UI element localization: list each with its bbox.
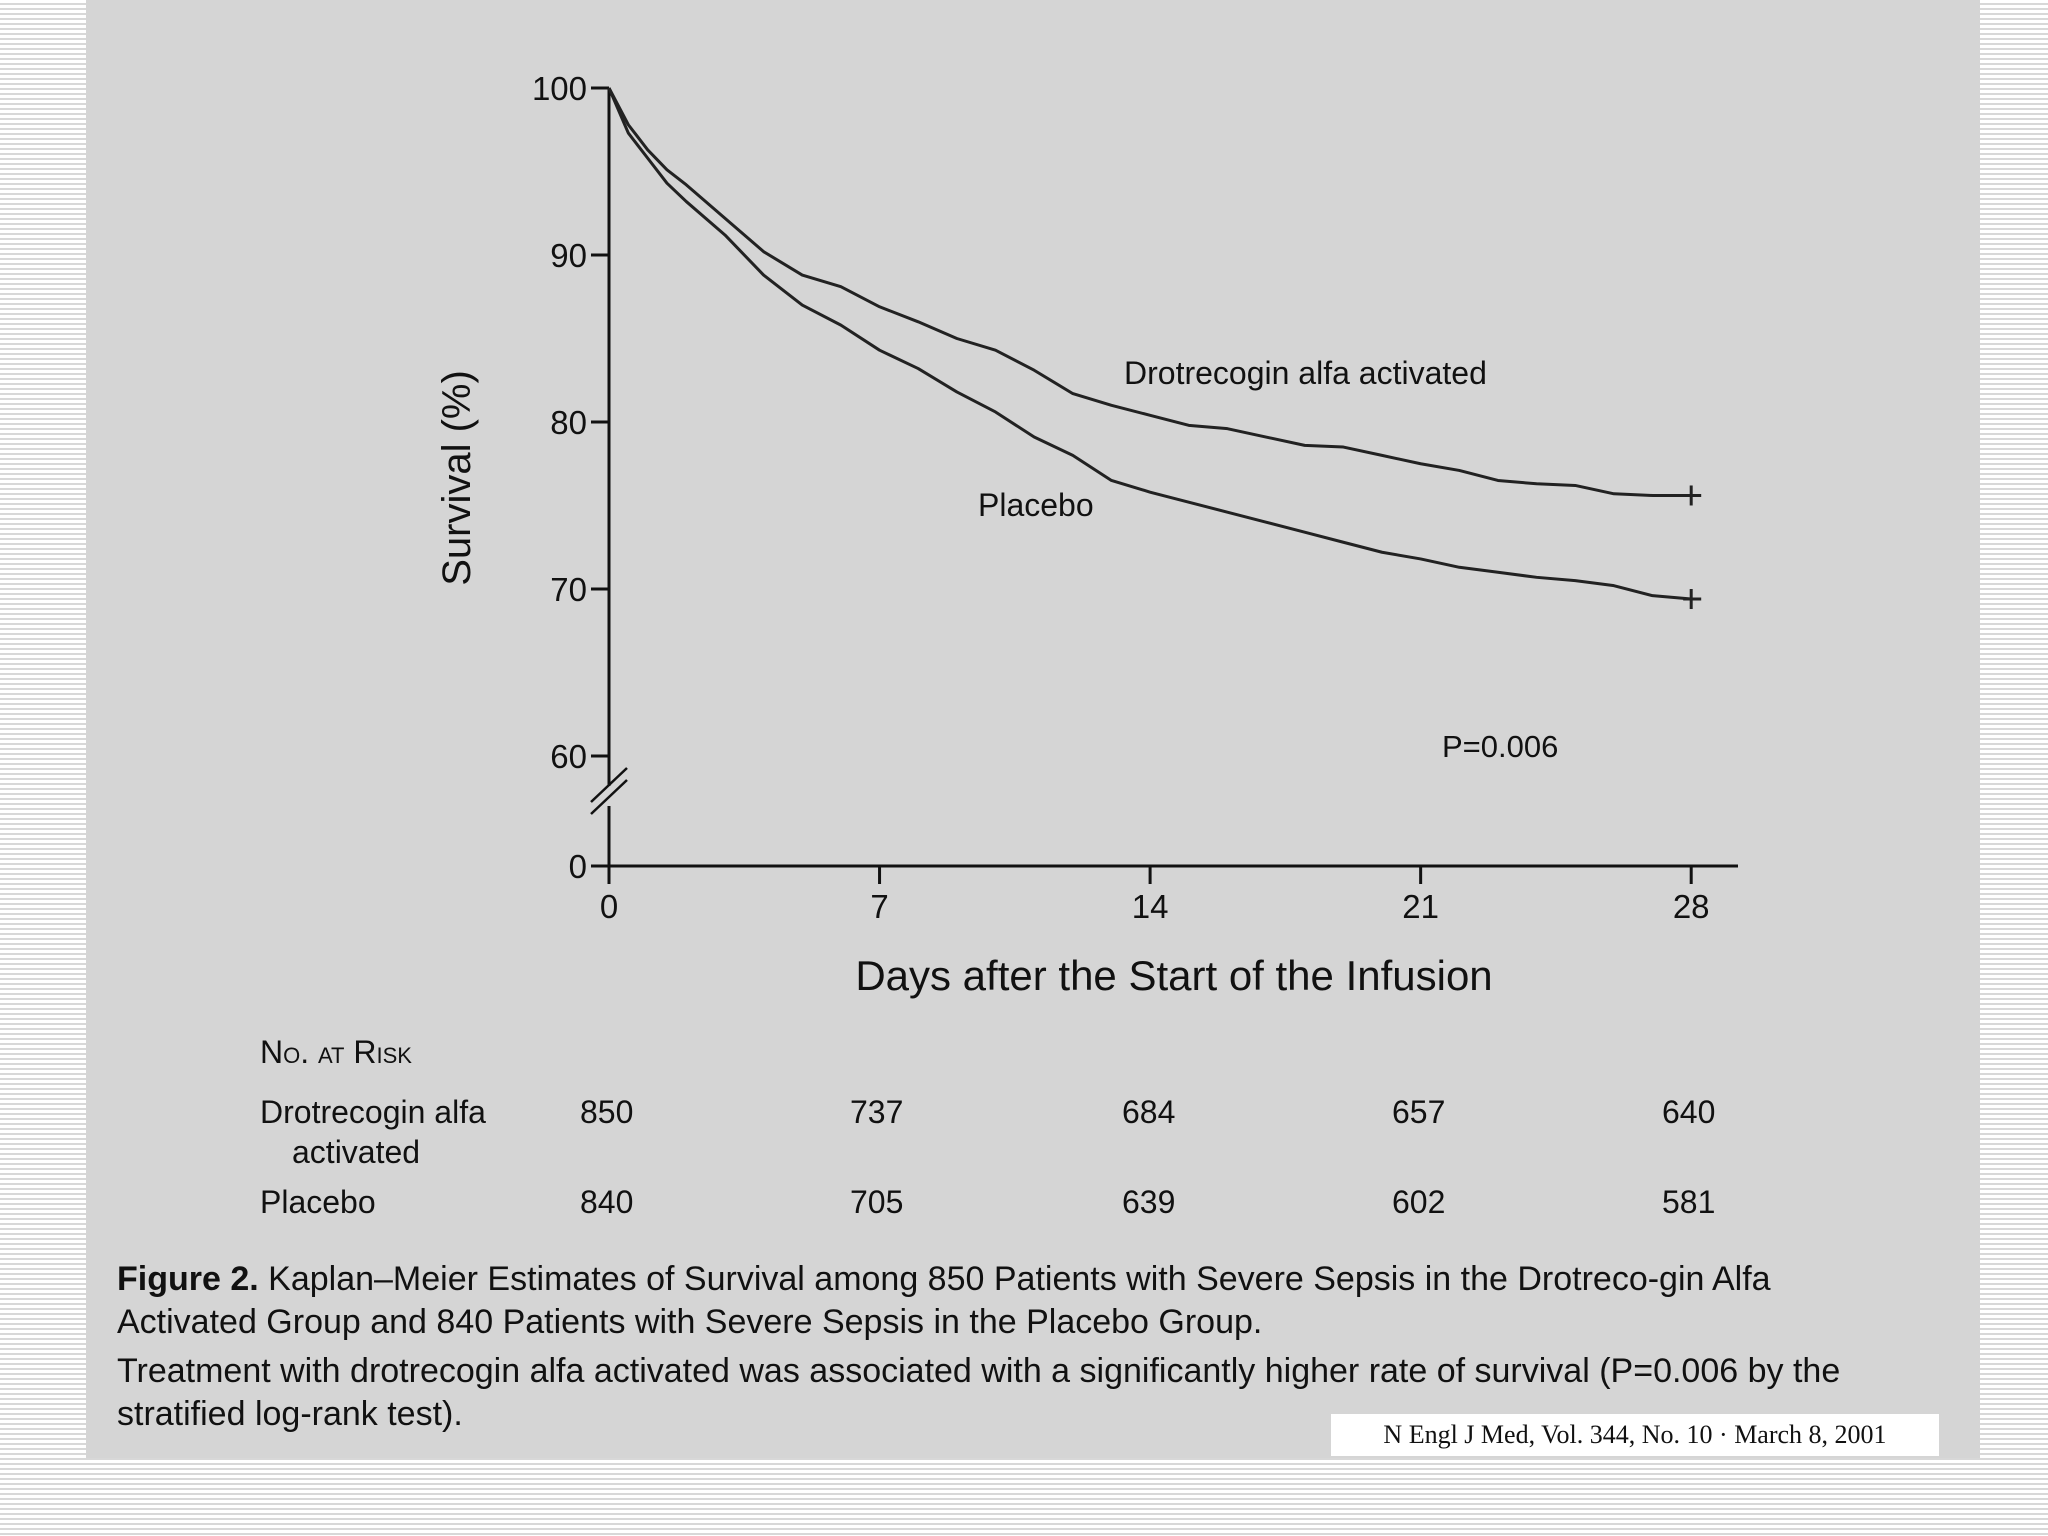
caption-title: Kaplan–Meier Estimates of Survival among… bbox=[117, 1260, 1771, 1341]
y-axis-title: Survival (%) bbox=[435, 370, 479, 586]
risk-value: 640 bbox=[1662, 1094, 1716, 1130]
y-tick-label: 90 bbox=[550, 237, 587, 274]
p-value-annotation: P=0.006 bbox=[1442, 729, 1558, 764]
series-label-drotrecogin: Drotrecogin alfa activated bbox=[1124, 355, 1487, 391]
risk-value: 581 bbox=[1662, 1184, 1716, 1220]
figure-caption: Figure 2. Kaplan–Meier Estimates of Surv… bbox=[117, 1258, 1907, 1442]
citation: N Engl J Med, Vol. 344, No. 10 · March 8… bbox=[1331, 1414, 1939, 1456]
y-tick-label: 100 bbox=[532, 70, 587, 107]
risk-value: 657 bbox=[1392, 1094, 1446, 1130]
x-tick-label: 28 bbox=[1673, 888, 1710, 925]
x-tick-label: 21 bbox=[1402, 888, 1439, 925]
risk-value: 850 bbox=[580, 1094, 634, 1130]
y-tick-label: 80 bbox=[550, 404, 587, 441]
x-tick-label: 7 bbox=[870, 888, 888, 925]
y-tick-label: 0 bbox=[569, 848, 587, 885]
x-tick-label: 14 bbox=[1132, 888, 1169, 925]
x-axis-title: Days after the Start of the Infusion bbox=[855, 952, 1492, 999]
series-label-placebo: Placebo bbox=[978, 487, 1094, 523]
risk-value: 840 bbox=[580, 1184, 634, 1220]
figure-label: Figure 2. bbox=[117, 1260, 259, 1298]
risk-value: 737 bbox=[850, 1094, 904, 1130]
risk-row-drotrecogin-label: Drotrecogin alfa bbox=[260, 1094, 486, 1130]
caption-title-paragraph: Figure 2. Kaplan–Meier Estimates of Surv… bbox=[117, 1258, 1907, 1344]
risk-row-placebo-label: Placebo bbox=[260, 1184, 376, 1220]
figure-panel bbox=[86, 0, 1980, 1458]
risk-table-title: No. at Risk bbox=[260, 1034, 412, 1070]
risk-value: 705 bbox=[850, 1184, 904, 1220]
placebo-survival-line bbox=[607, 87, 1692, 601]
chart-labels: Days after the Start of the Infusion Surv… bbox=[435, 355, 1558, 999]
y-tick-label: 60 bbox=[550, 738, 587, 775]
axis-break-mark bbox=[590, 779, 628, 815]
caption-body: Treatment with drotrecogin alfa activate… bbox=[117, 1352, 1841, 1433]
risk-row-drotrecogin-label-line2: activated bbox=[292, 1134, 421, 1170]
chart-axes: 100 90 80 70 60 00 7 14 21 28 bbox=[532, 70, 1738, 925]
x-tick-label: 0 bbox=[600, 888, 618, 925]
survival-chart: 100 90 80 70 60 00 7 14 21 28 Days after the Star… bbox=[435, 70, 1738, 999]
drotrecogin-survival-line bbox=[607, 87, 1692, 497]
axis-break-mark bbox=[590, 767, 628, 803]
chart-series bbox=[607, 87, 1702, 610]
risk-value: 684 bbox=[1122, 1094, 1176, 1130]
risk-value: 602 bbox=[1392, 1184, 1446, 1220]
y-tick-label: 70 bbox=[550, 571, 587, 608]
risk-value: 639 bbox=[1122, 1184, 1176, 1220]
